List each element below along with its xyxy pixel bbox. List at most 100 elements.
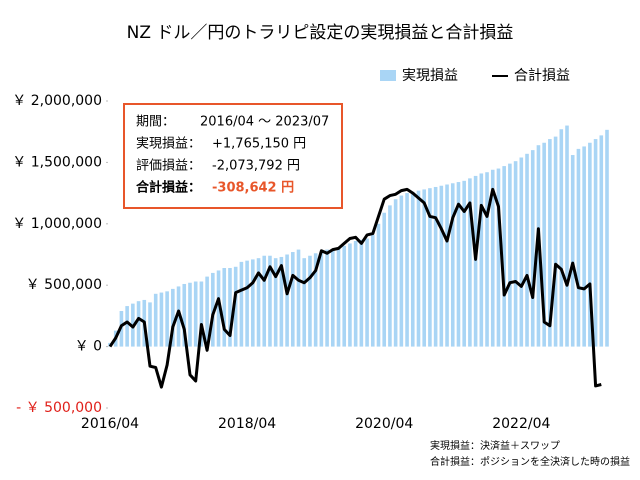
bar: [336, 248, 341, 347]
legend-label: 実現損益: [402, 68, 458, 84]
bar: [313, 253, 318, 347]
bar: [239, 261, 244, 347]
x-tick-label: 2018/04: [218, 416, 276, 432]
bar: [468, 178, 472, 347]
x-tick-label: 2022/04: [492, 416, 550, 432]
bar: [148, 302, 152, 347]
bar: [165, 291, 169, 347]
y-tick-label: - ￥ 500,000: [16, 400, 102, 416]
summary-label: 期間：: [136, 115, 175, 130]
bar: [199, 281, 204, 347]
bar: [176, 286, 181, 347]
bar: [279, 256, 284, 347]
summary-label: 評価損益：: [136, 159, 201, 174]
bar: [193, 281, 198, 347]
bar: [428, 188, 432, 347]
bar: [233, 266, 238, 347]
bar: [439, 185, 444, 347]
bar: [308, 255, 312, 347]
bar: [136, 301, 141, 347]
bar: [530, 150, 535, 347]
bar: [285, 254, 289, 347]
summary-value: 2016/04 ～ 2023/07: [200, 115, 329, 130]
bar: [553, 136, 558, 347]
bar: [171, 288, 175, 347]
bar: [508, 163, 512, 347]
bar: [325, 249, 329, 347]
bar: [188, 282, 192, 347]
bar: [376, 223, 381, 347]
bar: [296, 249, 301, 347]
bar: [513, 161, 518, 347]
bar: [228, 268, 232, 347]
legend-swatch: [380, 70, 396, 81]
bar: [382, 212, 387, 347]
bar: [473, 175, 478, 347]
bar: [599, 135, 604, 347]
bar: [153, 293, 158, 347]
bar: [268, 255, 272, 347]
bar: [388, 205, 392, 347]
y-tick-label: ￥ 0: [75, 339, 102, 355]
bar: [445, 184, 449, 347]
x-tick-label: 2016/04: [81, 416, 139, 432]
y-tick-label: ￥ 2,000,000: [12, 93, 102, 109]
bar: [565, 125, 569, 347]
chart-title: NZ ドル／円のトラリピ設定の実現損益と合計損益: [127, 23, 514, 43]
bar: [353, 240, 358, 347]
bar: [348, 243, 352, 347]
bar: [291, 252, 295, 347]
bar: [405, 193, 409, 347]
bar: [593, 139, 598, 347]
summary-value: +1,765,150 円: [212, 137, 306, 152]
bar: [262, 255, 267, 347]
x-tick-label: 2020/04: [355, 416, 413, 432]
bar: [251, 259, 255, 347]
bar: [502, 166, 506, 347]
bar: [410, 191, 415, 347]
bar: [365, 238, 369, 347]
bar: [422, 189, 426, 347]
bar: [222, 268, 227, 347]
bar: [519, 157, 524, 347]
bar: [570, 155, 575, 347]
legend-label: 合計損益: [514, 68, 570, 84]
bar: [485, 172, 489, 347]
bar: [416, 190, 421, 347]
footnote: 実現損益：決済益＋スワップ: [430, 439, 560, 452]
y-tick-label: ￥ 500,000: [26, 277, 102, 293]
bar: [342, 245, 347, 347]
bar: [182, 283, 187, 347]
bar: [588, 142, 592, 347]
bar: [582, 146, 586, 347]
bar: [496, 168, 501, 347]
bar: [548, 139, 552, 347]
bar: [359, 239, 364, 347]
summary-label: 合計損益：: [136, 180, 201, 196]
y-tick-label: ￥ 1,500,000: [12, 154, 102, 170]
bar: [576, 148, 581, 347]
bar: [319, 252, 324, 347]
bar: [245, 260, 249, 347]
bar: [125, 306, 129, 347]
bar: [433, 186, 438, 347]
summary-value: -2,073,792 円: [212, 159, 300, 174]
summary-label: 実現損益：: [136, 136, 201, 152]
bar: [490, 169, 495, 347]
bar: [393, 199, 398, 347]
bar: [525, 153, 529, 347]
summary-box: [123, 103, 343, 209]
line: [108, 187, 602, 389]
footnote: 合計損益：ポジションを全決済した時の損益: [430, 455, 630, 468]
bar: [256, 258, 261, 347]
bar: [456, 182, 461, 347]
bar: [399, 195, 404, 347]
bar: [559, 129, 564, 347]
bar: [159, 292, 164, 347]
bar: [462, 180, 466, 347]
bar: [273, 258, 278, 347]
summary-value: -308,642 円: [212, 181, 294, 196]
bar: [205, 276, 209, 347]
bar: [479, 173, 484, 347]
